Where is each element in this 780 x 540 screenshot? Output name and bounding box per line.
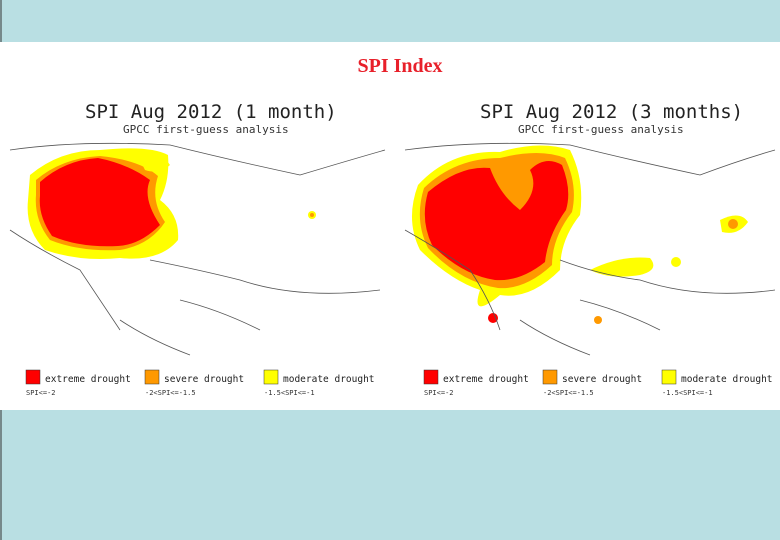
legend-label: extreme drought	[443, 374, 529, 385]
map-title: SPI Aug 2012 (3 months)	[480, 101, 743, 123]
legend-range: SPI<=-2	[424, 389, 454, 397]
legend-label: moderate drought	[283, 374, 375, 385]
legend-swatch	[542, 369, 558, 385]
legend-swatch	[661, 369, 677, 385]
map-subtitle: GPCC first-guess analysis	[518, 123, 684, 136]
legend-range: -1.5<SPI<=-1	[662, 389, 713, 397]
legend-range: -1.5<SPI<=-1	[264, 389, 315, 397]
legend-label: severe drought	[562, 374, 642, 385]
legend-range: -2<SPI<=-1.5	[543, 389, 594, 397]
legend-range: -2<SPI<=-1.5	[145, 389, 196, 397]
legend-swatch	[423, 369, 439, 385]
left-map	[9, 142, 386, 356]
legend-swatch	[25, 369, 41, 385]
map-title: SPI Aug 2012 (1 month)	[85, 101, 337, 123]
legend-swatch	[263, 369, 279, 385]
right-map	[404, 142, 776, 356]
legend-swatch	[144, 369, 160, 385]
legend-label: extreme drought	[45, 374, 131, 385]
map-subtitle: GPCC first-guess analysis	[123, 123, 289, 136]
slide-title: SPI Index	[357, 55, 442, 77]
legend-label: moderate drought	[681, 374, 773, 385]
legend-range: SPI<=-2	[26, 389, 56, 397]
legend-label: severe drought	[164, 374, 244, 385]
